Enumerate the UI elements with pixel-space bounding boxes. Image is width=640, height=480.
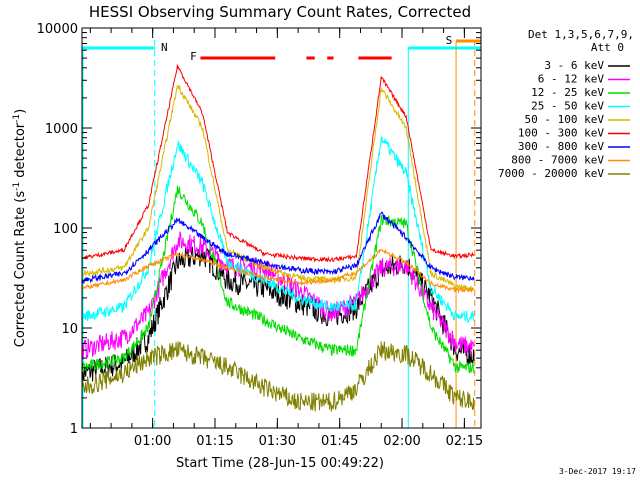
series-line bbox=[81, 136, 475, 324]
legend-entry-label: 3 - 6 keV bbox=[544, 59, 604, 72]
y-tick-label: 100 bbox=[53, 222, 78, 237]
date-stamp: 3-Dec-2017 19:17 bbox=[559, 467, 636, 476]
series-line bbox=[81, 341, 475, 412]
legend-entry-label: 50 - 100 keV bbox=[525, 113, 605, 126]
legend-entry-label: 12 - 25 keV bbox=[531, 86, 604, 99]
x-axis-label: Start Time (28-Jun-15 00:49:22) bbox=[176, 456, 384, 471]
y-tick-label: 1 bbox=[70, 422, 78, 437]
series-line bbox=[81, 211, 475, 284]
x-tick-label: 01:00 bbox=[134, 434, 171, 449]
legend-entry-label: 100 - 300 keV bbox=[518, 127, 604, 140]
legend-entry-label: 25 - 50 keV bbox=[531, 100, 604, 113]
y-axis-label: Corrected Count Rate (s-1 detector-1) bbox=[12, 109, 28, 347]
series-line bbox=[81, 64, 475, 263]
x-tick-label: 01:15 bbox=[196, 434, 233, 449]
y-axis-label-part: -1 bbox=[12, 114, 22, 123]
chart-title: HESSI Observing Summary Count Rates, Cor… bbox=[89, 3, 471, 21]
series-line bbox=[81, 231, 475, 360]
night-flag-label: N bbox=[161, 41, 168, 54]
legend-header: Det 1,3,5,6,7,9, bbox=[528, 28, 634, 41]
y-axis-label-part: Corrected Count Rate (s bbox=[13, 191, 28, 348]
series-group bbox=[81, 64, 475, 412]
y-tick-label: 10000 bbox=[37, 22, 78, 37]
x-tick-label: 01:30 bbox=[259, 434, 296, 449]
legend-entry-label: 300 - 800 keV bbox=[518, 140, 604, 153]
legend-header-attenuator: Att 0 bbox=[591, 41, 624, 54]
series-line bbox=[81, 185, 475, 374]
x-tick-label: 02:15 bbox=[446, 434, 483, 449]
flare-flag-label: F bbox=[190, 50, 197, 63]
y-axis-label-part: detector bbox=[13, 122, 28, 182]
x-tick-label: 01:45 bbox=[321, 434, 358, 449]
legend-entry-label: 7000 - 20000 keV bbox=[498, 167, 604, 180]
series-line bbox=[81, 248, 475, 294]
y-axis-label-part: -1 bbox=[12, 182, 22, 191]
saa-flag-label: S bbox=[446, 34, 453, 47]
x-tick-label: 02:00 bbox=[383, 434, 420, 449]
legend-entry-label: 800 - 7000 keV bbox=[511, 154, 604, 167]
series-line bbox=[81, 85, 475, 294]
y-axis-label-part: ) bbox=[13, 109, 28, 114]
legend-entry-label: 6 - 12 keV bbox=[538, 73, 605, 86]
y-tick-label: 1000 bbox=[45, 122, 78, 137]
y-tick-label: 10 bbox=[61, 322, 78, 337]
